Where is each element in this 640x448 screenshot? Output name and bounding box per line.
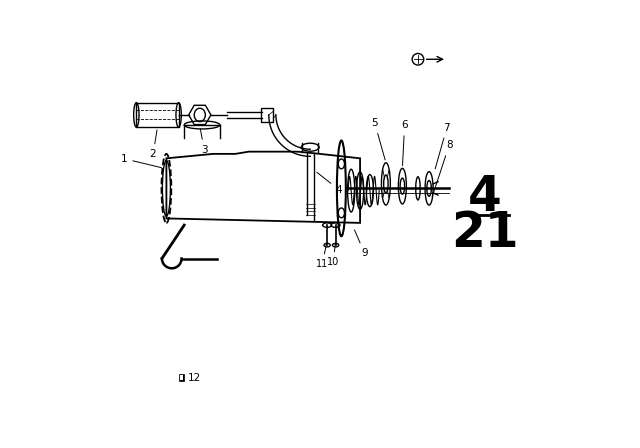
- Text: 7: 7: [435, 122, 450, 169]
- Text: 4: 4: [317, 172, 342, 195]
- Text: 1: 1: [121, 154, 161, 168]
- Text: 21: 21: [451, 209, 518, 257]
- Text: 11: 11: [316, 243, 328, 269]
- Text: 6: 6: [401, 120, 408, 166]
- Text: 3: 3: [200, 129, 207, 155]
- Polygon shape: [180, 375, 183, 380]
- Text: 5: 5: [371, 118, 385, 160]
- Text: 8: 8: [432, 140, 452, 197]
- Polygon shape: [179, 374, 184, 381]
- Text: 9: 9: [355, 230, 368, 258]
- Text: 10: 10: [327, 243, 339, 267]
- Text: 2: 2: [150, 130, 157, 159]
- Text: 4: 4: [468, 173, 502, 221]
- Text: 12: 12: [188, 373, 201, 383]
